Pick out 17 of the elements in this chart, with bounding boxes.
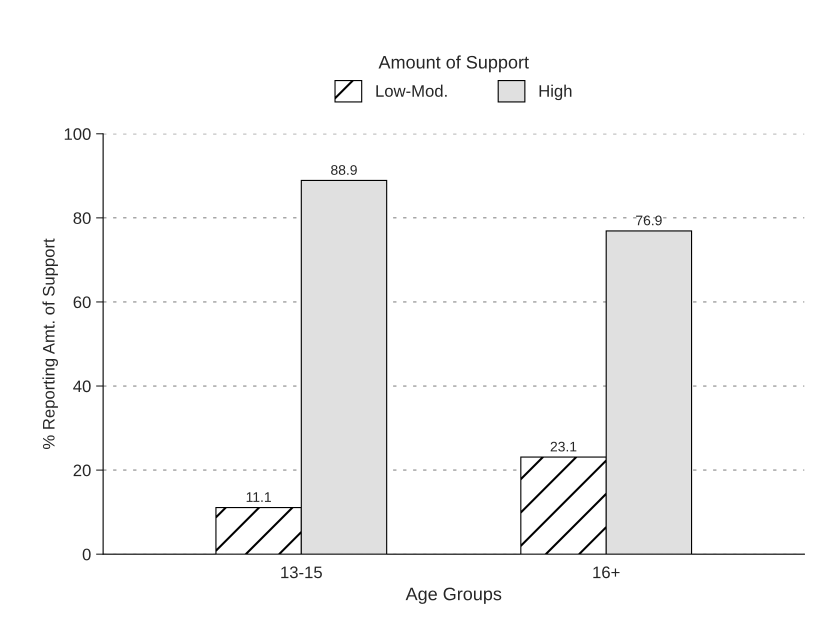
y-axis-title: % Reporting Amt. of Support — [42, 238, 58, 449]
y-tick-label: 60 — [74, 296, 91, 308]
data-label: 23.1 — [550, 442, 576, 452]
y-tick-label: 0 — [82, 548, 91, 560]
data-label: 11.1 — [246, 492, 271, 502]
y-tick-label: 20 — [74, 464, 91, 476]
x-axis-title: Age Groups — [406, 588, 502, 604]
legend-label: High — [540, 84, 572, 100]
data-label: 76.9 — [636, 216, 662, 226]
data-label: 88.9 — [331, 165, 357, 175]
y-tick-label: 100 — [64, 128, 91, 140]
x-tick-label: 16+ — [593, 566, 620, 578]
y-tick-label: 40 — [73, 380, 91, 392]
legend-title: Amount of Support — [378, 55, 529, 72]
legend-label: Low-Mod. — [376, 84, 447, 97]
x-tick-label: 13-15 — [281, 566, 322, 578]
y-tick-label: 80 — [74, 212, 91, 224]
